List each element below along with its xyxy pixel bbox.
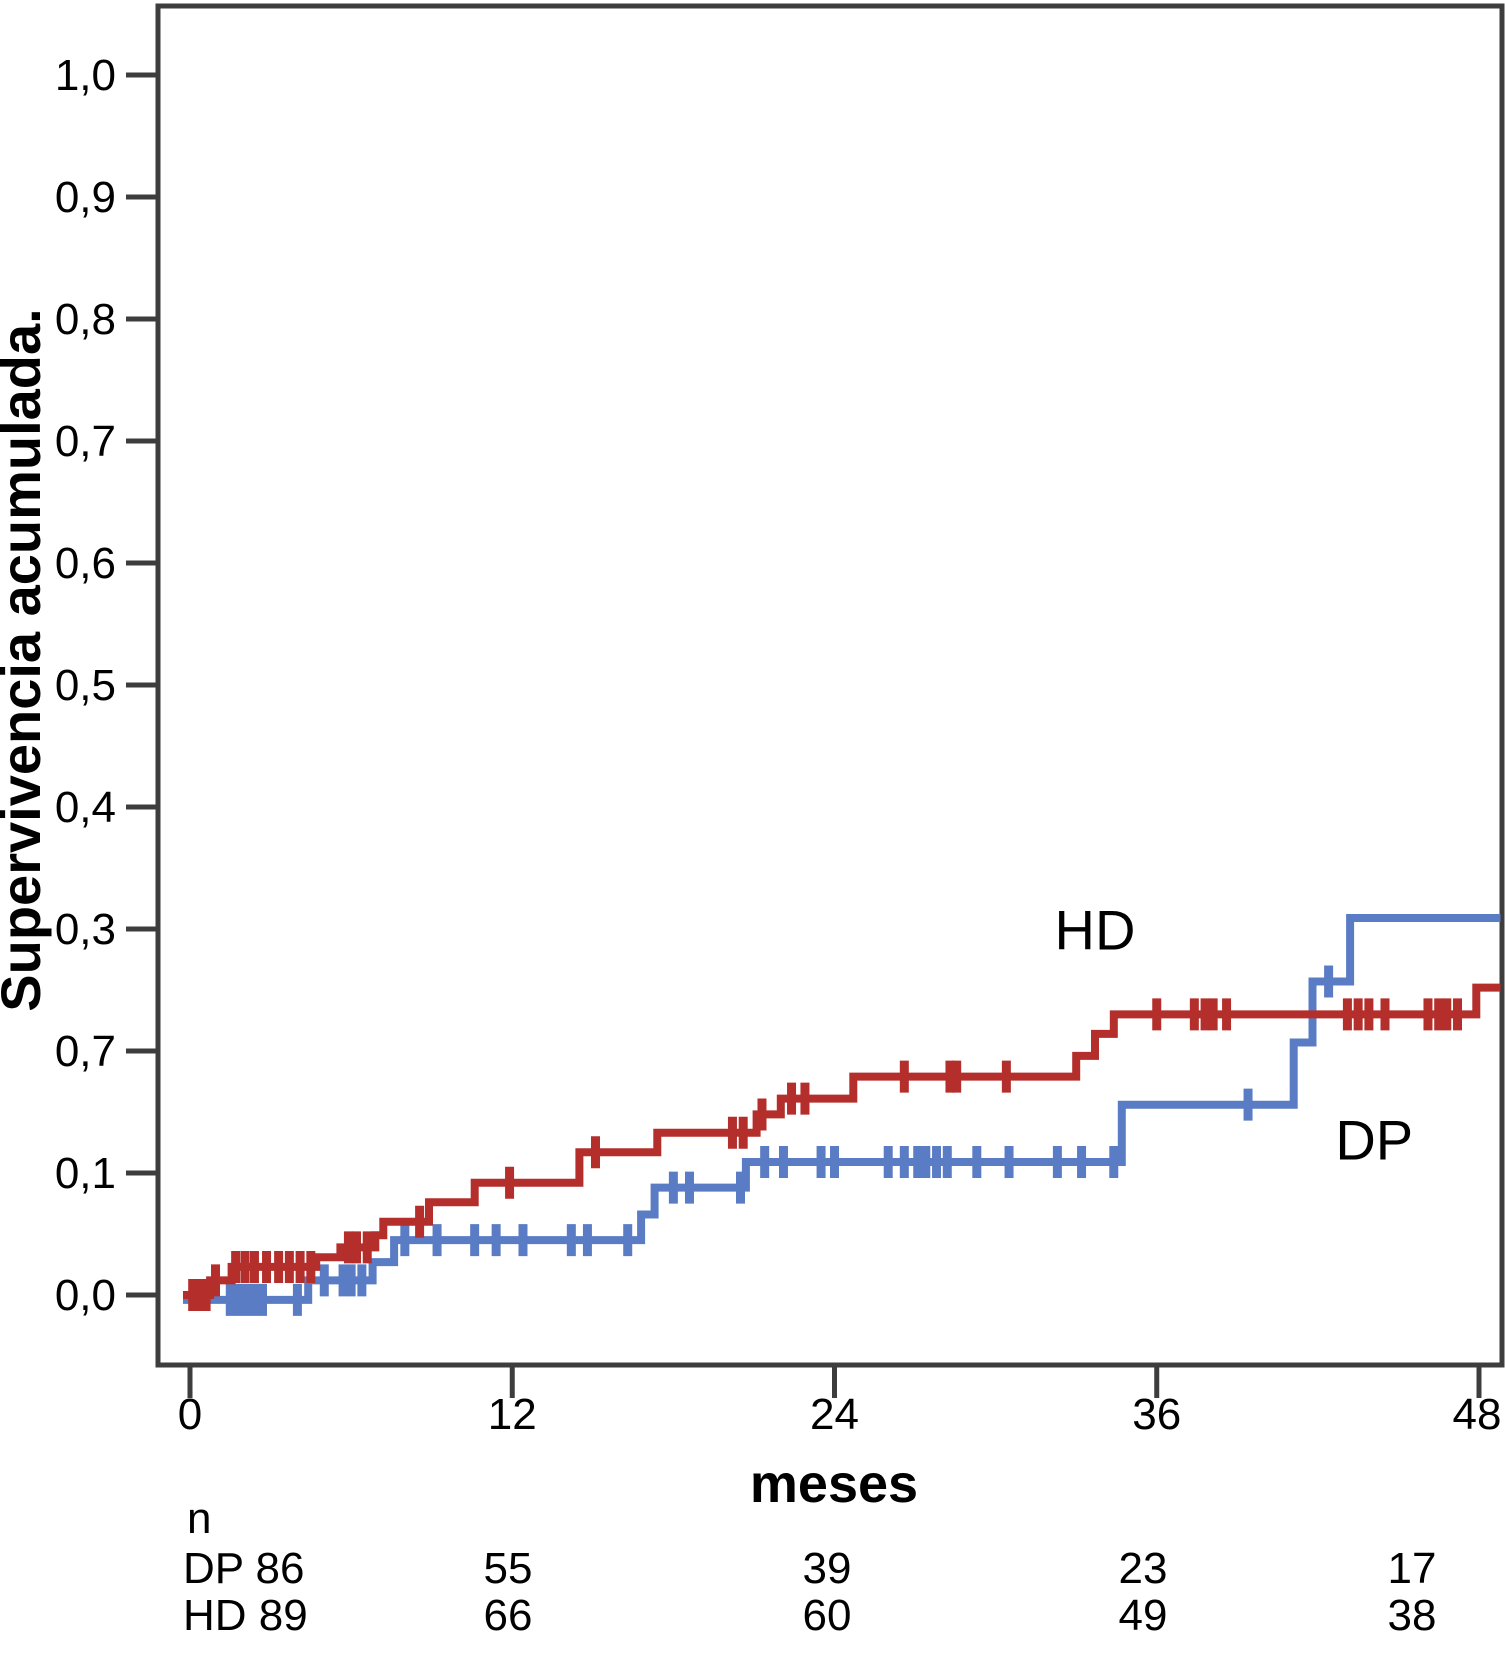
curve-label-dp: DP	[1335, 1109, 1413, 1172]
risk-count-hd-2: 49	[1119, 1591, 1168, 1640]
x-tick-label-1: 12	[488, 1390, 537, 1439]
risk-count-dp-1: 39	[803, 1544, 852, 1593]
y-tick-label-10: 1,0	[55, 51, 116, 100]
x-tick-label-3: 36	[1132, 1390, 1181, 1439]
y-tick-label-5: 0,5	[55, 661, 116, 710]
risk-table: DP 86 55 39 23 17 HD 89 66 60 49 38	[183, 1544, 1436, 1640]
y-tick-label-4: 0,4	[55, 783, 116, 832]
y-tick-label-9: 0,9	[55, 173, 116, 222]
y-tick-label-8: 0,8	[55, 295, 116, 344]
risk-row-label-dp: DP 86	[183, 1544, 305, 1593]
risk-count-dp-2: 23	[1119, 1544, 1168, 1593]
risk-count-hd-3: 38	[1388, 1591, 1437, 1640]
x-tick-label-4: 48	[1453, 1390, 1502, 1439]
risk-table-header: n	[187, 1494, 211, 1543]
x-tick-label-0: 0	[178, 1390, 202, 1439]
y-tick-label-1: 0,1	[55, 1149, 116, 1198]
x-axis-title: meses	[750, 1454, 918, 1514]
survival-curve-dp	[183, 983, 1501, 1299]
plot-area: 0,0 0,1 0,7 0,3 0,4 0,5 0,6 0,7 0,8 0,9 1,0 0 12 24 36…	[55, 3, 1505, 1439]
risk-count-hd-1: 60	[803, 1591, 852, 1640]
y-tick-label-0: 0,0	[55, 1271, 116, 1320]
y-tick-label-2: 0,7	[55, 1027, 116, 1076]
risk-count-dp-0: 55	[484, 1544, 533, 1593]
y-tick-label-6: 0,6	[55, 539, 116, 588]
y-tick-label-3: 0,3	[55, 905, 116, 954]
survival-curve-hd	[183, 914, 1501, 1304]
curve-label-hd: HD	[1055, 899, 1136, 962]
risk-count-dp-3: 17	[1388, 1544, 1437, 1593]
risk-row-label-hd: HD 89	[183, 1591, 308, 1640]
y-axis-title: Supervivencia acumulada.	[0, 308, 52, 1011]
risk-count-hd-0: 66	[484, 1591, 533, 1640]
x-tick-label-2: 24	[810, 1390, 859, 1439]
y-tick-label-7: 0,7	[55, 417, 116, 466]
